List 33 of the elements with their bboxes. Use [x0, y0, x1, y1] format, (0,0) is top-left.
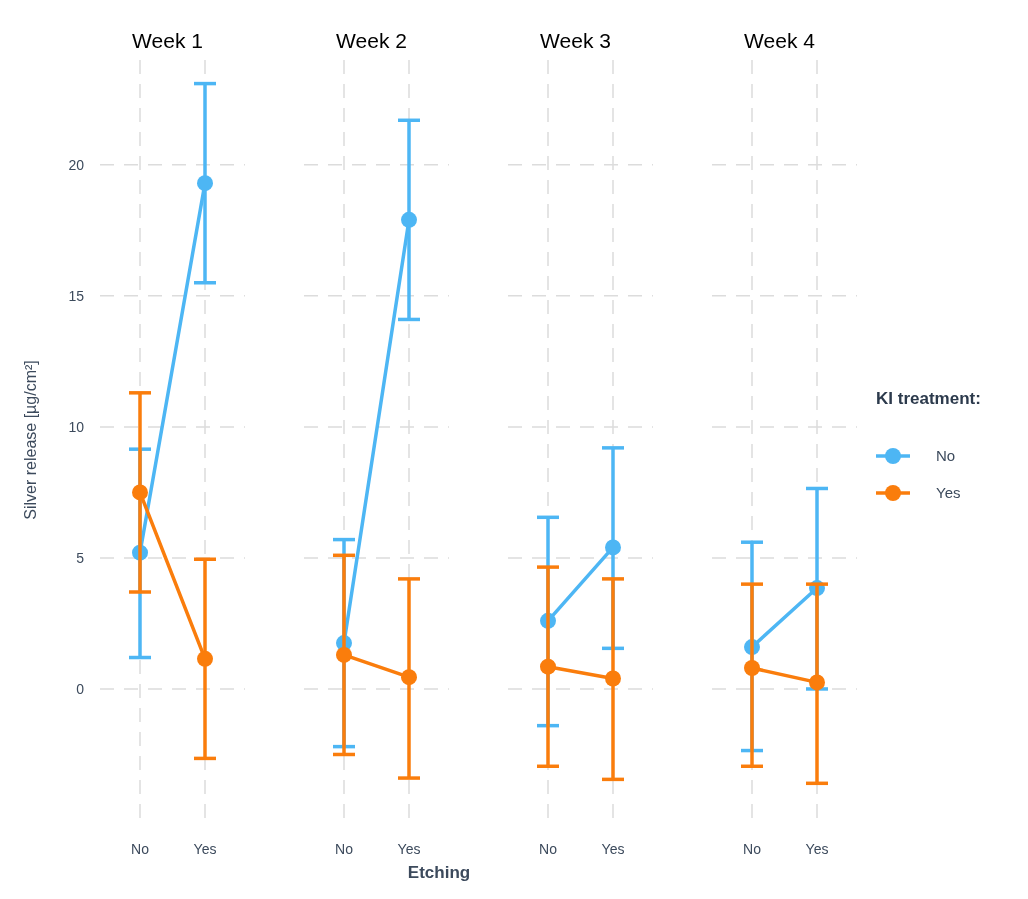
- y-tick-label: 15: [68, 287, 85, 304]
- point: [132, 484, 148, 501]
- x-tick-label: No: [743, 841, 762, 857]
- chart-title: Week 1: [132, 29, 203, 52]
- y-tick-label: 20: [68, 156, 85, 173]
- x-tick-label: No: [131, 841, 150, 857]
- x-tick-label: Yes: [805, 841, 829, 857]
- x-axis-title: Etching: [407, 863, 471, 882]
- point: [605, 539, 621, 556]
- point: [401, 211, 417, 228]
- point: [197, 650, 213, 667]
- x-tick-label: Yes: [601, 841, 625, 857]
- x-tick-label: Yes: [193, 841, 217, 857]
- y-axis-title: Silver release [µg/cm²]: [22, 360, 39, 520]
- point: [744, 660, 760, 676]
- point: [809, 674, 825, 691]
- x-tick-label: No: [539, 841, 558, 857]
- legend-label: Yes: [936, 484, 961, 502]
- legend-title: KI treatment:: [876, 389, 981, 408]
- legend-label: No: [936, 447, 956, 465]
- y-tick-label: 10: [68, 418, 85, 435]
- y-tick-label: 0: [76, 680, 85, 697]
- chart-title: Week 2: [336, 29, 407, 52]
- x-tick-label: Yes: [397, 841, 421, 857]
- x-tick-label: No: [335, 841, 354, 857]
- y-tick-label: 5: [76, 549, 85, 566]
- point: [336, 646, 352, 663]
- point: [605, 670, 621, 687]
- chart-title: Week 3: [540, 29, 611, 52]
- point: [540, 658, 556, 675]
- point: [401, 669, 417, 686]
- chart-title: Week 4: [744, 29, 816, 52]
- point: [197, 175, 213, 192]
